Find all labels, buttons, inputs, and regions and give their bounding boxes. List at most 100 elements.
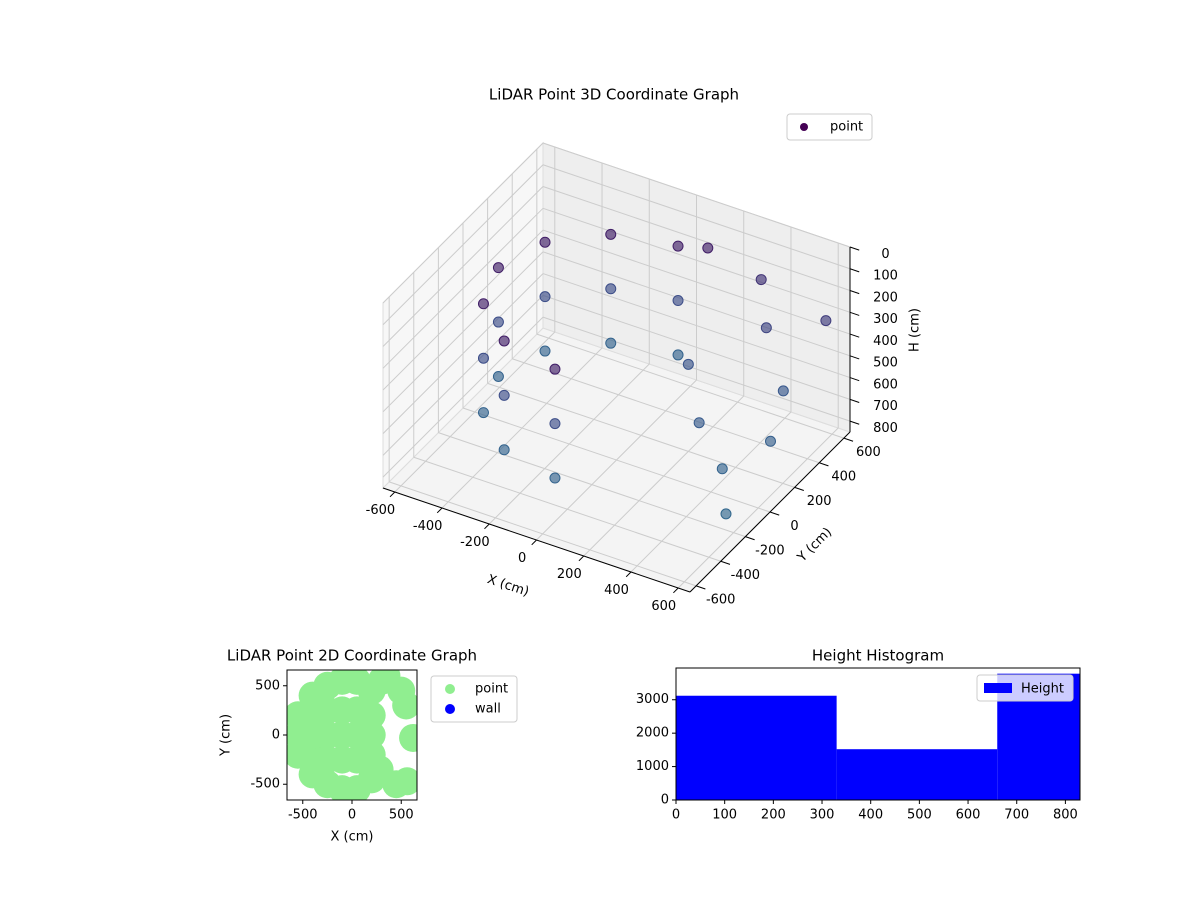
point <box>672 240 684 252</box>
grid-line <box>542 316 851 422</box>
x-axis-label: X (cm) <box>331 830 374 845</box>
tick-mark <box>484 523 490 530</box>
x-tick-label: 200 <box>557 567 582 582</box>
grid-line <box>462 407 771 513</box>
point <box>539 236 551 248</box>
tick-mark <box>673 587 679 594</box>
point <box>357 721 386 749</box>
z-tick-label: 100 <box>873 269 898 284</box>
tick-mark <box>769 511 780 516</box>
x-tick-label: -600 <box>366 503 396 518</box>
point <box>549 472 561 484</box>
x-tick-label: -400 <box>413 519 443 534</box>
grid-line <box>542 207 851 313</box>
grid-line <box>542 186 851 292</box>
x-axis-line <box>382 487 691 593</box>
x-tick-label: 800 <box>1053 808 1078 823</box>
point <box>372 670 401 690</box>
y-tick-label: -200 <box>755 543 785 558</box>
grid-line <box>382 207 544 369</box>
tick-mark <box>578 555 585 562</box>
y-tick-label: 0 <box>790 519 798 534</box>
tick-mark <box>843 437 854 442</box>
point <box>672 295 684 307</box>
legend-label: Height <box>1021 682 1064 697</box>
x-tick-label: 0 <box>672 808 680 823</box>
y-axis-line <box>689 431 851 593</box>
x-tick-label: 500 <box>389 808 414 823</box>
grid-line <box>542 229 851 335</box>
point <box>399 723 417 752</box>
tick-mark <box>849 398 860 403</box>
x-tick-label: 300 <box>810 808 835 823</box>
x-tick-label: 700 <box>1004 808 1029 823</box>
y-tick-label: 500 <box>255 678 280 693</box>
point <box>477 407 489 419</box>
grid-line <box>542 164 851 270</box>
y-axis-label: Y (cm) <box>794 525 835 566</box>
y-tick-label: 0 <box>272 728 280 743</box>
grid-line <box>382 142 544 304</box>
point <box>549 363 561 375</box>
chart-title: LiDAR Point 2D Coordinate Graph <box>227 647 477 665</box>
z-tick-label: 200 <box>873 290 898 305</box>
grid-line <box>382 273 544 434</box>
point <box>605 228 617 240</box>
point <box>498 444 510 456</box>
point <box>492 316 504 328</box>
grid-line <box>382 164 544 326</box>
grid-line <box>536 333 845 439</box>
tick-mark <box>849 290 860 295</box>
legend-box <box>786 113 873 141</box>
y-tick-label: 400 <box>831 470 856 485</box>
x-tick-label: 0 <box>518 551 526 566</box>
z-tick-label: 600 <box>873 377 898 392</box>
legend-box <box>976 674 1074 702</box>
tick-mark <box>794 486 804 491</box>
y-tick-label: 200 <box>807 494 832 509</box>
bar <box>676 695 837 800</box>
legend-label: point <box>830 120 863 135</box>
x-tick-label: 200 <box>761 808 786 823</box>
grid-line <box>413 456 721 562</box>
legend-marker <box>445 704 455 714</box>
point <box>477 352 489 364</box>
y-tick-label: 1000 <box>636 759 669 774</box>
z-tick-label: 800 <box>873 421 898 436</box>
tick-mark <box>436 507 443 514</box>
point <box>765 435 776 447</box>
grid-line <box>542 142 851 248</box>
z-tick-label: 400 <box>873 334 898 349</box>
grid-line <box>382 251 544 413</box>
y-tick-label: 0 <box>661 793 669 808</box>
x-tick-label: -200 <box>460 535 490 550</box>
x-tick-label: 500 <box>907 808 932 823</box>
point <box>549 418 561 430</box>
tick-mark <box>695 585 706 590</box>
grid-line <box>382 186 544 347</box>
point <box>357 701 386 730</box>
grid-line <box>388 481 697 587</box>
tick-mark <box>625 571 632 578</box>
y-tick-label: -600 <box>706 593 736 608</box>
tick-mark <box>389 491 396 498</box>
point <box>392 691 417 720</box>
point <box>702 242 714 254</box>
grid-line <box>382 229 544 391</box>
point <box>492 370 504 382</box>
x-tick-label: 600 <box>651 599 676 614</box>
point <box>605 283 617 295</box>
point <box>820 315 832 327</box>
grid-line <box>542 273 851 379</box>
tick-mark <box>849 355 860 360</box>
y-tick-label: -500 <box>250 777 280 792</box>
grid-line <box>438 432 746 538</box>
legend-marker <box>445 684 455 694</box>
point <box>539 291 551 303</box>
tick-mark <box>849 268 860 273</box>
point <box>682 358 694 370</box>
z-tick-label: 0 <box>881 247 889 262</box>
tick-mark <box>849 311 860 316</box>
tick-mark <box>849 420 860 425</box>
